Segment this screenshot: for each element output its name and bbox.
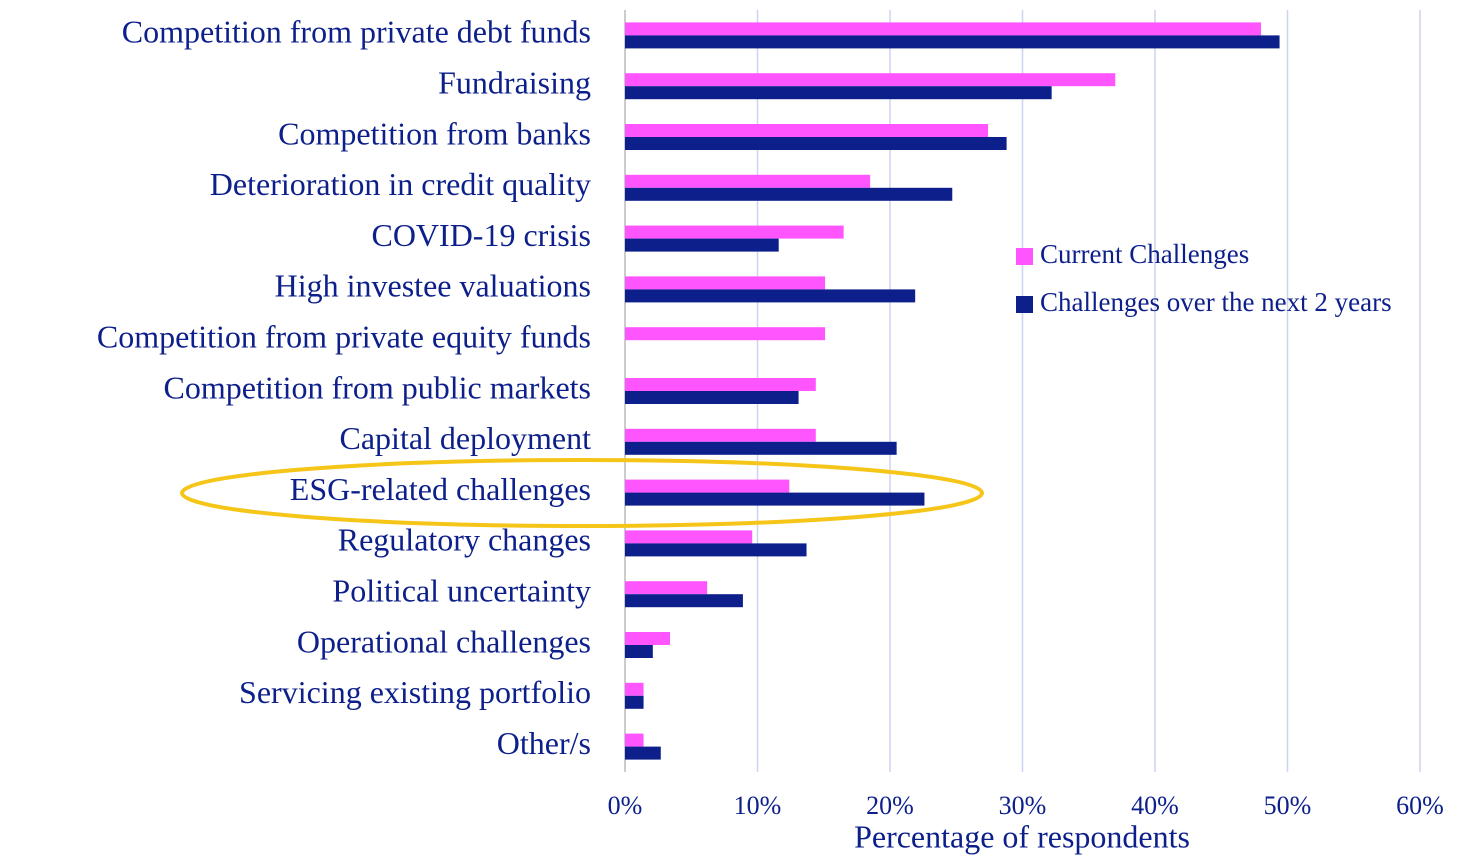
y-tick-label: Competition from banks — [278, 115, 591, 151]
bar — [625, 492, 925, 506]
y-tick-label: Other/s — [497, 725, 591, 761]
y-tick-label: ESG-related challenges — [290, 471, 591, 507]
bar — [625, 695, 644, 709]
bar — [625, 378, 816, 391]
legend-label: Current Challenges — [1040, 239, 1249, 269]
bar — [625, 137, 1007, 150]
legend-swatch — [1016, 296, 1033, 313]
legend-swatch — [1016, 248, 1033, 265]
x-tick-label: 40% — [1131, 791, 1179, 820]
y-tick-label: Regulatory changes — [338, 522, 591, 558]
bar — [625, 543, 807, 557]
y-tick-label: Deterioration in credit quality — [210, 166, 591, 202]
y-tick-label: Fundraising — [438, 65, 591, 101]
bar — [625, 594, 743, 608]
y-tick-label: Servicing existing portfolio — [239, 674, 591, 710]
bar — [625, 441, 897, 455]
bar — [625, 35, 1280, 49]
y-tick-label: Competition from private equity funds — [97, 319, 591, 355]
bar — [625, 733, 644, 747]
bar — [625, 187, 953, 201]
y-tick-label: Competition from public markets — [164, 369, 591, 405]
y-tick-label: COVID-19 crisis — [371, 217, 591, 253]
y-tick-label: Capital deployment — [340, 420, 592, 456]
bar — [625, 86, 1052, 100]
y-tick-label: Operational challenges — [297, 623, 591, 659]
bar — [625, 22, 1261, 36]
bar — [625, 746, 661, 760]
bar — [625, 632, 671, 645]
y-tick-label: Political uncertainty — [332, 573, 591, 609]
bar — [625, 581, 708, 595]
bar — [625, 73, 1116, 87]
bar — [625, 238, 779, 252]
x-tick-label: 30% — [999, 791, 1047, 820]
bar — [625, 391, 799, 404]
bar — [625, 174, 871, 188]
x-tick-label: 60% — [1396, 791, 1444, 820]
bar — [625, 645, 653, 658]
bar — [625, 682, 644, 696]
y-tick-label: High investee valuations — [275, 268, 591, 304]
y-tick-label: Competition from private debt funds — [122, 14, 591, 50]
legend-label: Challenges over the next 2 years — [1040, 287, 1392, 317]
x-tick-label: 0% — [608, 791, 643, 820]
bar — [625, 327, 826, 341]
bar — [625, 530, 753, 544]
x-axis-label: Percentage of respondents — [854, 818, 1190, 854]
x-tick-label: 10% — [734, 791, 782, 820]
highlight-ellipse — [180, 458, 984, 528]
x-tick-label: 20% — [866, 791, 914, 820]
bar — [625, 276, 826, 290]
bar — [625, 225, 844, 239]
bar — [625, 124, 989, 137]
bar — [625, 428, 816, 442]
bar — [625, 479, 790, 493]
x-tick-label: 50% — [1264, 791, 1312, 820]
bar — [625, 289, 916, 303]
